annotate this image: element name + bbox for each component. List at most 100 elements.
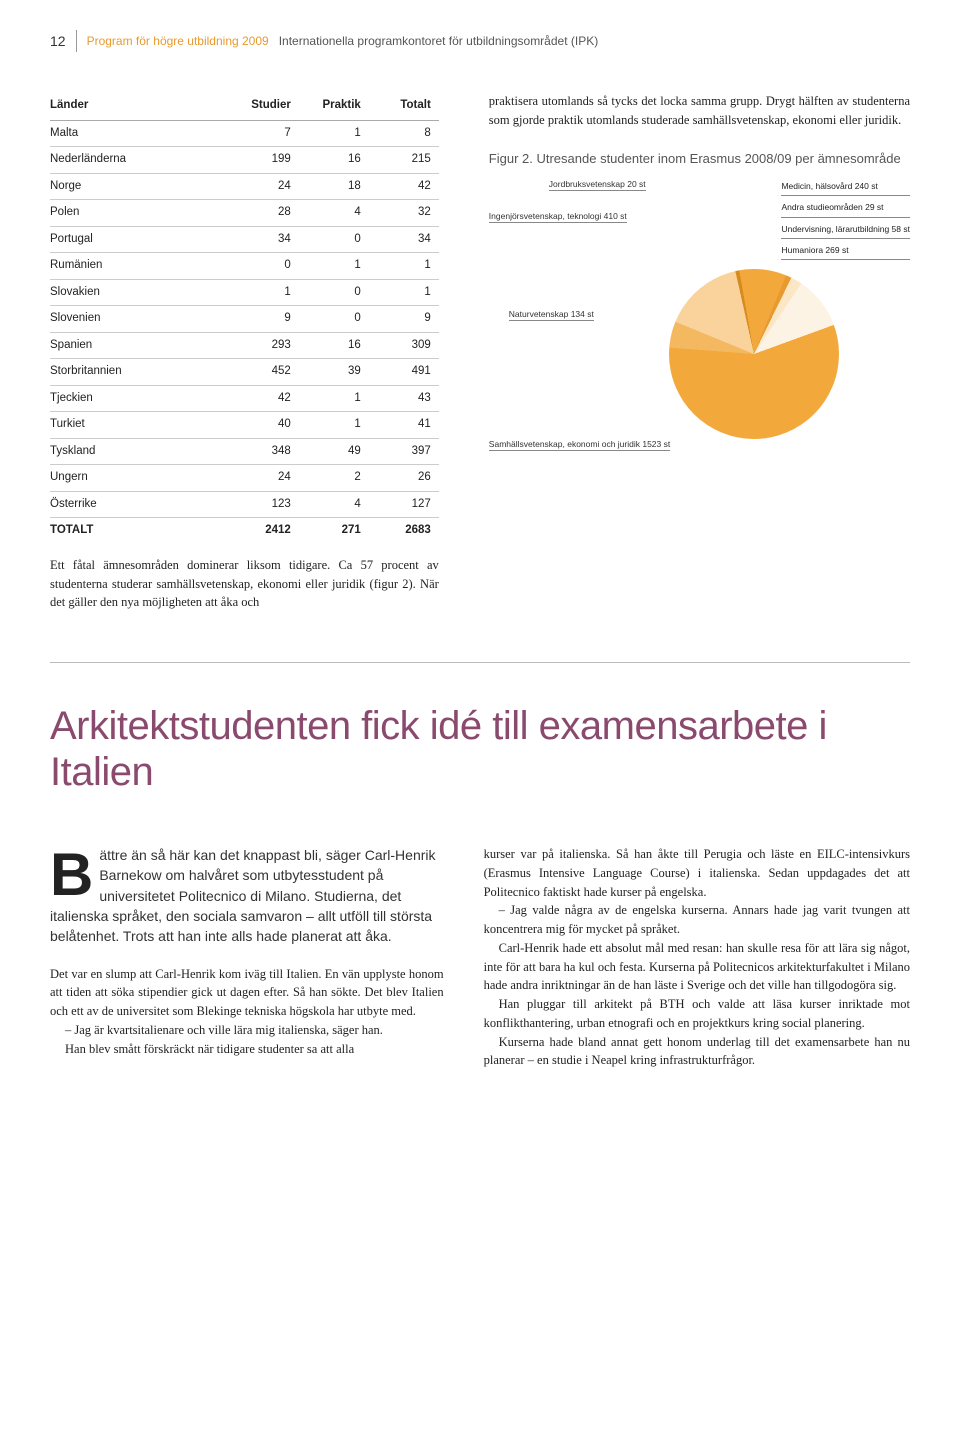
- table-cell: TOTALT: [50, 518, 229, 544]
- table-cell: Tjeckien: [50, 385, 229, 412]
- table-cell: 127: [369, 491, 439, 518]
- table-cell: 2683: [369, 518, 439, 544]
- pie-label-ingenjor: Ingenjörsvetenskap, teknologi 410 st: [489, 211, 627, 222]
- article-paragraph: kurser var på italienska. Så han åkte ti…: [484, 845, 910, 901]
- table-cell: 24: [229, 173, 299, 200]
- table-cell: 40: [229, 412, 299, 439]
- table-row: Rumänien011: [50, 253, 439, 280]
- table-cell: Storbritannien: [50, 359, 229, 386]
- table-cell: 16: [299, 147, 369, 174]
- table-row: Slovenien909: [50, 306, 439, 333]
- page-number: 12: [50, 32, 66, 51]
- table-cell: 293: [229, 332, 299, 359]
- pie-label-samhall: Samhällsvetenskap, ekonomi och juridik 1…: [489, 439, 670, 450]
- countries-table: LänderStudierPraktikTotalt Malta718Neder…: [50, 92, 439, 544]
- table-cell: 397: [369, 438, 439, 465]
- table-cell: Turkiet: [50, 412, 229, 439]
- article-paragraph: Han pluggar till arkitekt på BTH och val…: [484, 995, 910, 1033]
- page-header: 12 Program för högre utbildning 2009 Int…: [50, 30, 910, 52]
- table-row: Malta718: [50, 120, 439, 147]
- article-paragraph: Kurserna hade bland annat gett honom und…: [484, 1033, 910, 1071]
- pie-label-jordbruk: Jordbruksvetenskap 20 st: [549, 179, 646, 190]
- table-cell: 32: [369, 200, 439, 227]
- table-cell: 16: [299, 332, 369, 359]
- article-intro: B ättre än så här kan det knappast bli, …: [50, 845, 444, 946]
- table-cell: 43: [369, 385, 439, 412]
- table-cell: 0: [299, 306, 369, 333]
- table-cell: 0: [299, 226, 369, 253]
- table-row: Nederländerna19916215: [50, 147, 439, 174]
- table-cell: Slovenien: [50, 306, 229, 333]
- table-header-cell: Totalt: [369, 92, 439, 120]
- table-row: Österrike1234127: [50, 491, 439, 518]
- table-row: Slovakien101: [50, 279, 439, 306]
- article-title: Arkitektstudenten fick idé till examensa…: [50, 703, 910, 795]
- left-body-text: Ett fåtal ämnesområden dominerar liksom …: [50, 556, 439, 612]
- article-left-body: Det var en slump att Carl-Henrik kom ivä…: [50, 965, 444, 1059]
- table-cell: 9: [229, 306, 299, 333]
- table-header-cell: Länder: [50, 92, 229, 120]
- table-cell: 26: [369, 465, 439, 492]
- article-paragraph: Han blev smått förskräckt när tidigare s…: [50, 1040, 444, 1059]
- table-cell: 18: [299, 173, 369, 200]
- right-intro-text: praktisera utomlands så tycks det locka …: [489, 92, 910, 130]
- table-cell: Nederländerna: [50, 147, 229, 174]
- table-cell: 1: [299, 412, 369, 439]
- table-cell: 348: [229, 438, 299, 465]
- table-cell: 0: [229, 253, 299, 280]
- table-row: Storbritannien45239491: [50, 359, 439, 386]
- figure-caption: Figur 2. Utresande studenter inom Erasmu…: [489, 150, 910, 168]
- table-cell: 0: [299, 279, 369, 306]
- table-cell: 34: [369, 226, 439, 253]
- table-cell: 39: [299, 359, 369, 386]
- header-program: Program för högre utbildning 2009: [87, 33, 269, 49]
- table-cell: 199: [229, 147, 299, 174]
- header-divider: [76, 30, 77, 52]
- table-cell: 41: [369, 412, 439, 439]
- header-org: Internationella programkontoret för utbi…: [279, 33, 599, 49]
- table-cell: 1: [229, 279, 299, 306]
- table-cell: Norge: [50, 173, 229, 200]
- table-cell: 9: [369, 306, 439, 333]
- table-cell: 309: [369, 332, 439, 359]
- article-paragraph: Det var en slump att Carl-Henrik kom ivä…: [50, 965, 444, 1021]
- pie-legend-right: Medicin, hälsovård 240 st Andra studieom…: [781, 179, 910, 264]
- table-row: Norge241842: [50, 173, 439, 200]
- table-row: Turkiet40141: [50, 412, 439, 439]
- table-cell: Malta: [50, 120, 229, 147]
- table-cell: 2412: [229, 518, 299, 544]
- table-cell: Ungern: [50, 465, 229, 492]
- table-cell: 271: [299, 518, 369, 544]
- table-cell: 1: [299, 253, 369, 280]
- table-cell: 34: [229, 226, 299, 253]
- pie-chart: Jordbruksvetenskap 20 st Ingenjörsvetens…: [489, 179, 910, 439]
- pie-label-natur: Naturvetenskap 134 st: [509, 309, 594, 320]
- table-cell: Rumänien: [50, 253, 229, 280]
- table-cell: 4: [299, 200, 369, 227]
- article-right-body: kurser var på italienska. Så han åkte ti…: [484, 845, 910, 1070]
- table-header-cell: Studier: [229, 92, 299, 120]
- table-header-cell: Praktik: [299, 92, 369, 120]
- table-row: Polen28432: [50, 200, 439, 227]
- table-cell: 123: [229, 491, 299, 518]
- table-row: Portugal34034: [50, 226, 439, 253]
- table-cell: 49: [299, 438, 369, 465]
- table-cell: 42: [229, 385, 299, 412]
- table-row: Tyskland34849397: [50, 438, 439, 465]
- table-cell: 491: [369, 359, 439, 386]
- table-cell: 7: [229, 120, 299, 147]
- table-cell: Portugal: [50, 226, 229, 253]
- table-cell: 42: [369, 173, 439, 200]
- table-cell: 1: [299, 120, 369, 147]
- table-cell: 1: [369, 279, 439, 306]
- table-cell: Österrike: [50, 491, 229, 518]
- dropcap: B: [50, 845, 99, 900]
- table-row: Ungern24226: [50, 465, 439, 492]
- table-cell: 28: [229, 200, 299, 227]
- article-paragraph: – Jag är kvartsitalienare och ville lära…: [50, 1021, 444, 1040]
- article-paragraph: Carl-Henrik hade ett absolut mål med res…: [484, 939, 910, 995]
- table-cell: 215: [369, 147, 439, 174]
- table-cell: Slovakien: [50, 279, 229, 306]
- table-cell: Spanien: [50, 332, 229, 359]
- table-cell: 452: [229, 359, 299, 386]
